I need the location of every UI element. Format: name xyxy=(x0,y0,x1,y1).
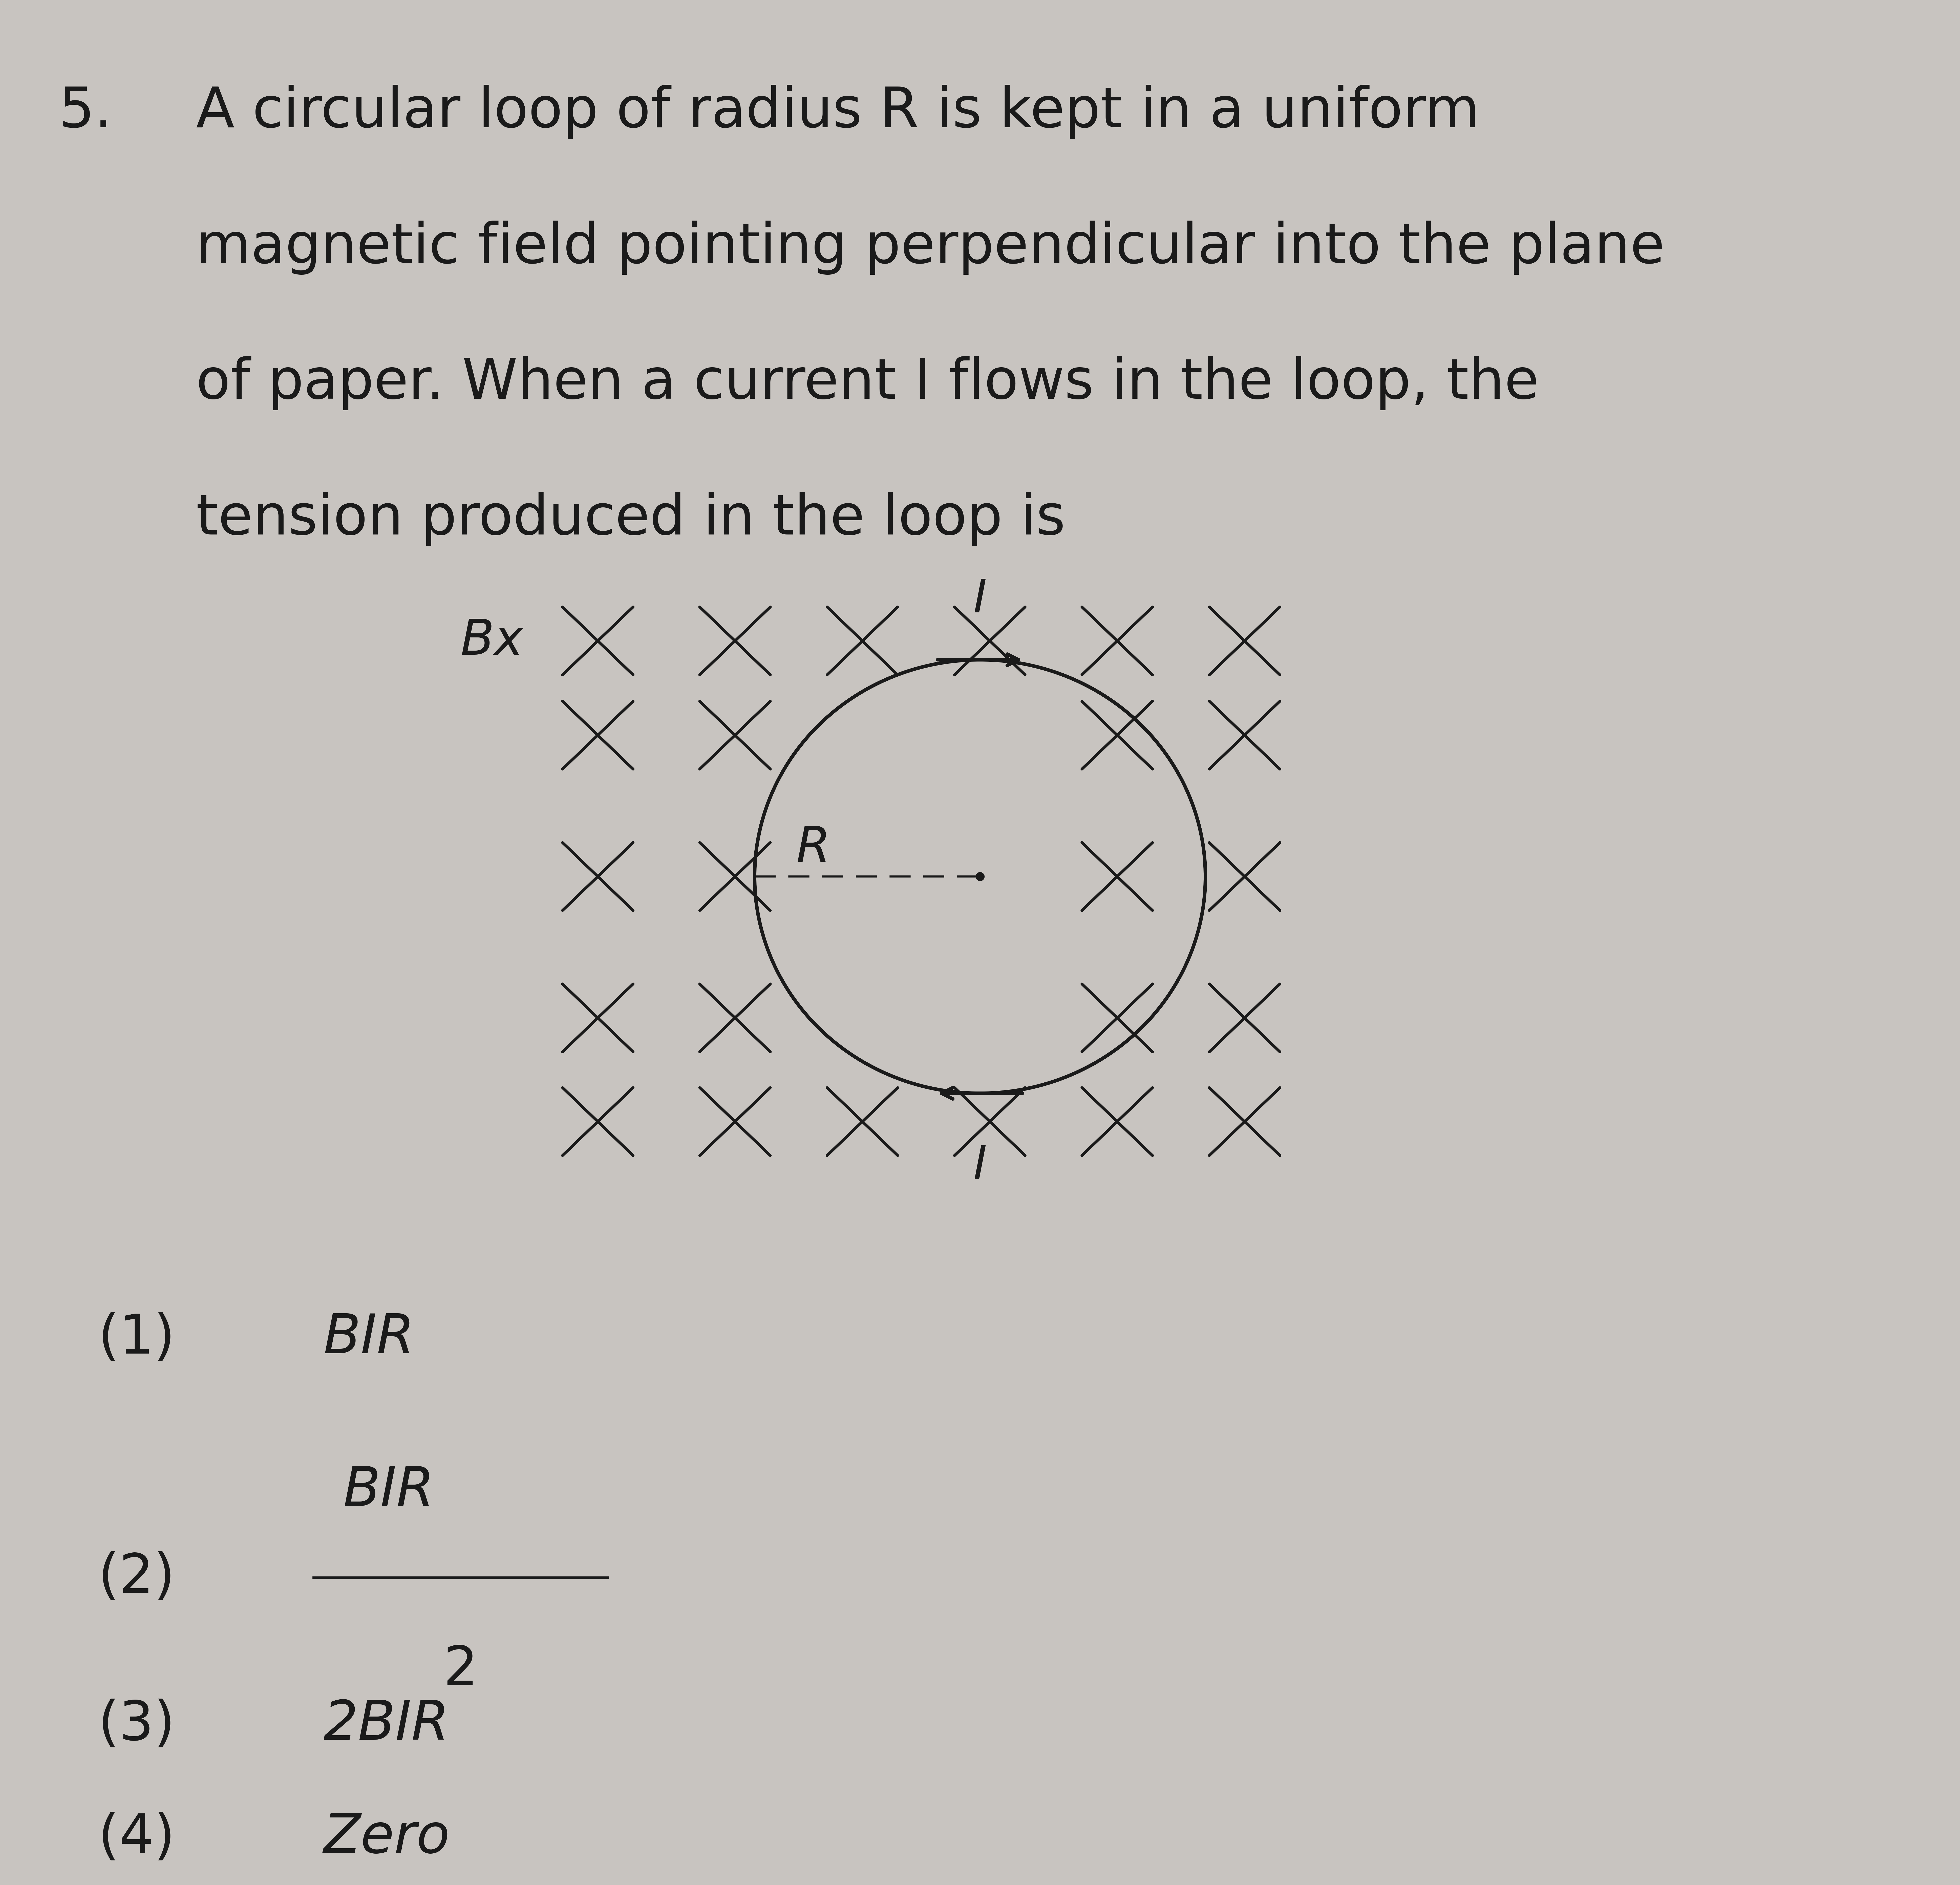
Text: I: I xyxy=(974,1144,986,1189)
Text: magnetic field pointing perpendicular into the plane: magnetic field pointing perpendicular in… xyxy=(196,221,1664,275)
Text: (3): (3) xyxy=(98,1698,174,1751)
Text: (2): (2) xyxy=(98,1551,174,1604)
Text: 5.: 5. xyxy=(59,85,112,139)
Point xyxy=(964,861,996,892)
Text: R: R xyxy=(796,824,831,873)
Text: 2: 2 xyxy=(443,1644,478,1697)
Text: (4): (4) xyxy=(98,1811,174,1864)
Text: 2BIR: 2BIR xyxy=(323,1698,449,1751)
Text: tension produced in the loop is: tension produced in the loop is xyxy=(196,492,1066,547)
Text: (1): (1) xyxy=(98,1312,174,1365)
Text: I: I xyxy=(974,577,986,622)
Text: of paper. When a current I flows in the loop, the: of paper. When a current I flows in the … xyxy=(196,356,1539,411)
Text: BIR: BIR xyxy=(343,1465,435,1517)
Text: A circular loop of radius R is kept in a uniform: A circular loop of radius R is kept in a… xyxy=(196,85,1480,139)
Text: BIR: BIR xyxy=(323,1312,416,1365)
Text: Bx: Bx xyxy=(461,616,523,665)
Text: Zero: Zero xyxy=(323,1811,451,1864)
